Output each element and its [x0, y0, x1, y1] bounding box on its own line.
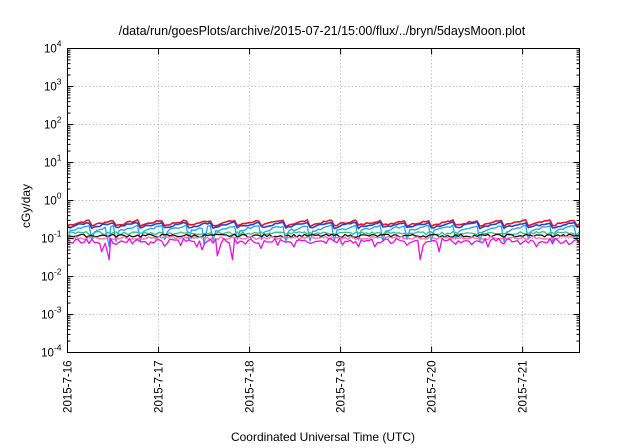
series-line-4	[67, 231, 580, 236]
y-tick-base: 10	[44, 158, 57, 170]
y-tick-label: 103	[44, 77, 62, 94]
y-tick-exponent: -3	[54, 305, 62, 315]
x-axis-label: Coordinated Universal Time (UTC)	[231, 430, 415, 444]
x-tick-label: 2015-7-20	[427, 361, 439, 413]
x-axis: 2015-7-16 2015-7-17 2015-7-18 2015-7-19 2015…	[63, 48, 530, 413]
y-tick-base: 10	[44, 44, 57, 56]
y-tick-label: 100	[44, 191, 62, 208]
y-tick-label: 10-3	[41, 305, 62, 322]
y-tick-exponent: -2	[54, 267, 62, 277]
y-tick-label: 102	[44, 115, 62, 132]
y-tick-base: 10	[44, 196, 57, 208]
y-tick-base: 10	[41, 272, 54, 284]
y-tick-base: 10	[41, 234, 54, 246]
y-tick-base: 10	[41, 348, 54, 360]
y-tick-exponent: 2	[57, 115, 62, 125]
y-tick-exponent: -4	[54, 343, 62, 353]
grid	[67, 48, 580, 353]
y-tick-label: 10-1	[41, 229, 62, 246]
y-tick-label: 10-4	[41, 343, 62, 360]
y-tick-exponent: 3	[57, 77, 62, 87]
series-line-2	[67, 221, 580, 230]
series-group	[66, 219, 581, 261]
series-line-5	[67, 233, 580, 238]
chart-title: /data/run/goesPlots/archive/2015-07-21/1…	[119, 24, 526, 38]
y-tick-exponent: 1	[57, 153, 62, 163]
y-tick-exponent: -1	[54, 229, 62, 239]
y-axis-label: cGy/day	[19, 184, 33, 228]
series-line-1	[67, 219, 580, 228]
x-tick-label: 2015-7-18	[245, 361, 257, 413]
x-tick-label: 2015-7-19	[336, 361, 348, 413]
y-tick-base: 10	[44, 120, 57, 132]
y-tick-exponent: 4	[57, 39, 62, 49]
y-tick-label: 101	[44, 153, 62, 170]
x-tick-label: 2015-7-16	[63, 361, 75, 413]
y-tick-exponent: 0	[57, 191, 62, 201]
x-tick-label: 2015-7-17	[154, 361, 166, 413]
x-tick-label: 2015-7-21	[518, 361, 530, 413]
series-line-6	[67, 235, 580, 241]
series-line-3	[66, 224, 581, 248]
y-tick-label: 104	[44, 39, 62, 56]
y-tick-base: 10	[44, 82, 57, 94]
y-tick-base: 10	[41, 310, 54, 322]
series-line-7	[67, 237, 581, 261]
y-tick-label: 10-2	[41, 267, 62, 284]
